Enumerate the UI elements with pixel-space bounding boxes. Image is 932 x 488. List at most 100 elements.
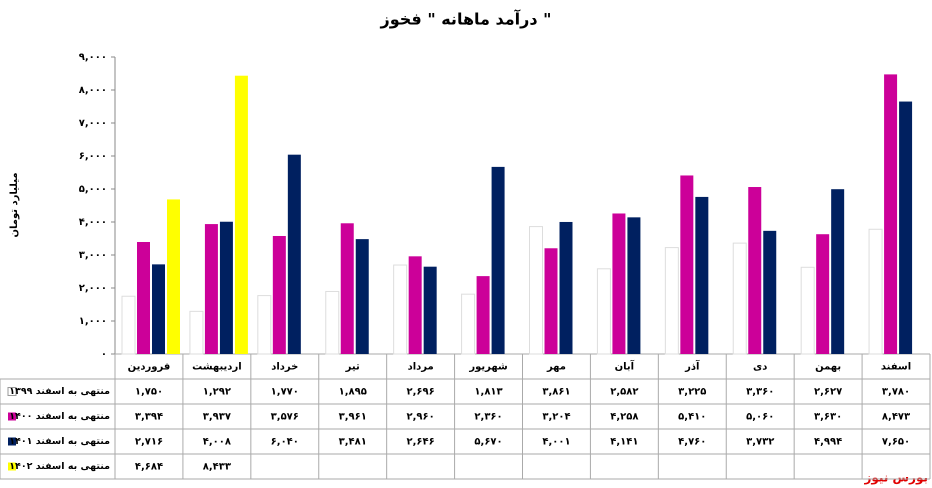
bar: [748, 187, 762, 354]
y-tick-label: ۳,۰۰۰: [79, 250, 107, 261]
watermark: بورس نیوز: [863, 471, 928, 486]
value-label: ۲,۵۸۲: [610, 387, 638, 398]
bar: [695, 196, 709, 354]
value-label: ۴,۰۰۸: [203, 437, 231, 448]
bar: [596, 268, 611, 355]
x-tick-label: آبان: [615, 360, 635, 373]
bar: [476, 276, 490, 354]
value-label: ۳,۲۰۴: [542, 412, 570, 423]
value-label: ۲,۶۴۶: [407, 437, 435, 448]
value-label: ۴,۹۹۴: [814, 437, 842, 448]
value-label: ۴,۰۰۱: [542, 437, 570, 448]
y-tick-label: ۵,۰۰۰: [79, 184, 107, 195]
legend-label: منتهی به اسفند ۱۴۰۱: [9, 436, 110, 447]
value-label: ۵,۶۷۰: [474, 437, 502, 448]
value-label: ۳,۳۹۴: [135, 412, 163, 423]
bar: [272, 235, 286, 354]
bar: [461, 293, 476, 355]
value-label: ۳,۶۳۰: [814, 412, 842, 423]
bar: [393, 264, 408, 355]
x-tick-label: مهر: [546, 362, 566, 373]
bar: [121, 295, 136, 355]
bar: [325, 290, 340, 355]
legend-swatch: [7, 387, 17, 396]
bar: [868, 228, 883, 355]
y-tick-label: ۴,۰۰۰: [79, 217, 107, 228]
value-label: ۶,۰۴۰: [271, 437, 299, 448]
y-tick-label: ۷,۰۰۰: [79, 118, 107, 129]
bar: [680, 175, 694, 354]
bar: [355, 239, 369, 354]
value-label: ۲,۳۶۰: [474, 412, 502, 423]
value-label: ۳,۹۳۷: [203, 412, 231, 423]
bar: [219, 221, 233, 354]
legend-label: منتهی به اسفند ۱۴۰۰: [9, 411, 110, 422]
y-tick-label: ۹,۰۰۰: [79, 52, 107, 63]
value-label: ۳,۷۳۲: [746, 437, 774, 448]
legend-swatch: [8, 462, 16, 471]
bar: [189, 310, 204, 355]
value-label: ۳,۲۲۵: [678, 387, 706, 398]
value-label: ۳,۳۶۰: [746, 387, 774, 398]
value-label: ۲,۷۱۶: [135, 437, 163, 448]
bar: [544, 248, 558, 354]
value-label: ۲,۶۹۶: [407, 387, 435, 398]
x-tick-label: تیر: [345, 362, 360, 373]
legend-swatch: [8, 412, 16, 421]
value-label: ۱,۸۱۳: [474, 387, 502, 398]
bar: [204, 224, 218, 354]
y-tick-label: ۱,۰۰۰: [79, 316, 107, 327]
y-tick-label: ۶,۰۰۰: [79, 151, 107, 162]
y-axis-label: میلیارد تومان: [9, 172, 20, 237]
value-label: ۱,۷۵۰: [135, 387, 163, 398]
bar: [491, 166, 505, 354]
bar: [559, 221, 573, 354]
x-tick-label: شهریور: [468, 362, 508, 373]
value-label: ۳,۸۶۱: [542, 387, 570, 398]
bar: [627, 217, 641, 354]
value-label: ۳,۷۸۰: [882, 387, 910, 398]
bar: [408, 256, 422, 354]
bar: [287, 154, 301, 354]
bar: [884, 74, 898, 355]
value-label: ۵,۰۶۰: [746, 412, 774, 423]
bar: [664, 247, 679, 355]
x-tick-label: فروردین: [128, 362, 171, 373]
bar: [899, 101, 913, 354]
y-tick-label: ۲,۰۰۰: [79, 283, 107, 294]
value-label: ۸,۴۳۳: [203, 462, 231, 473]
bar: [257, 295, 272, 355]
value-label: ۴,۶۸۴: [135, 462, 163, 473]
value-label: ۸,۴۷۳: [882, 412, 910, 423]
bar: [529, 226, 543, 355]
x-tick-label: آذر: [684, 360, 700, 373]
value-label: ۲,۶۲۷: [814, 387, 842, 398]
bar: [800, 266, 815, 355]
y-tick-label: ۰: [101, 349, 107, 360]
value-label: ۳,۴۸۱: [339, 437, 367, 448]
chart-title: درآمد ماهانه " فخوز ": [380, 9, 552, 29]
value-label: ۲,۹۶۰: [407, 412, 435, 423]
value-label: ۴,۱۴۱: [610, 437, 638, 448]
value-label: ۳,۵۷۶: [271, 412, 299, 423]
bar: [732, 242, 747, 355]
x-tick-label: مرداد: [408, 362, 434, 373]
value-label: ۱,۷۷۰: [271, 387, 299, 398]
legend-label: منتهی به اسفند ۱۳۹۹: [9, 386, 110, 397]
value-label: ۵,۴۱۰: [678, 412, 706, 423]
bar: [423, 266, 437, 354]
value-label: ۴,۷۶۰: [678, 437, 706, 448]
value-label: ۱,۸۹۵: [339, 387, 367, 398]
legend-swatch: [8, 437, 16, 446]
bar: [167, 199, 180, 354]
bar: [137, 241, 150, 354]
bar: [612, 213, 626, 354]
y-tick-label: ۸,۰۰۰: [79, 85, 107, 96]
value-label: ۳,۹۶۱: [339, 412, 367, 423]
bar: [152, 264, 165, 354]
x-tick-label: خرداد: [271, 362, 298, 373]
bar: [831, 189, 845, 354]
value-label: ۱,۲۹۲: [203, 387, 231, 398]
